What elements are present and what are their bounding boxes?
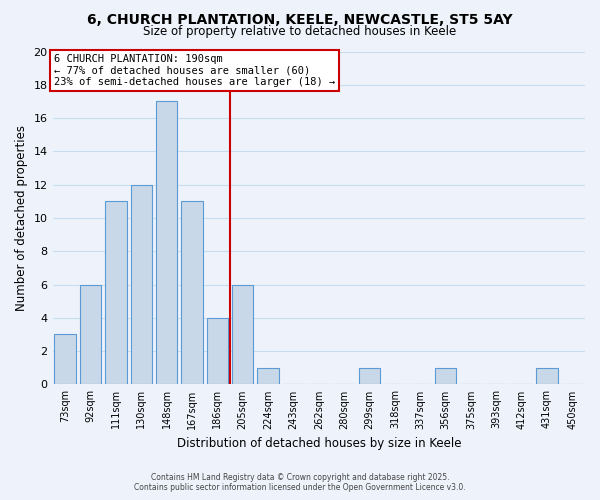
Bar — [359, 368, 380, 384]
Bar — [80, 284, 101, 384]
X-axis label: Distribution of detached houses by size in Keele: Distribution of detached houses by size … — [176, 437, 461, 450]
Bar — [435, 368, 457, 384]
Text: Size of property relative to detached houses in Keele: Size of property relative to detached ho… — [143, 25, 457, 38]
Bar — [55, 334, 76, 384]
Bar — [156, 102, 178, 385]
Text: Contains HM Land Registry data © Crown copyright and database right 2025.
Contai: Contains HM Land Registry data © Crown c… — [134, 473, 466, 492]
Bar — [206, 318, 228, 384]
Text: 6 CHURCH PLANTATION: 190sqm
← 77% of detached houses are smaller (60)
23% of sem: 6 CHURCH PLANTATION: 190sqm ← 77% of det… — [54, 54, 335, 87]
Bar — [232, 284, 253, 384]
Bar — [105, 202, 127, 384]
Bar — [131, 184, 152, 384]
Y-axis label: Number of detached properties: Number of detached properties — [15, 125, 28, 311]
Bar — [257, 368, 279, 384]
Bar — [181, 202, 203, 384]
Text: 6, CHURCH PLANTATION, KEELE, NEWCASTLE, ST5 5AY: 6, CHURCH PLANTATION, KEELE, NEWCASTLE, … — [87, 12, 513, 26]
Bar — [536, 368, 558, 384]
